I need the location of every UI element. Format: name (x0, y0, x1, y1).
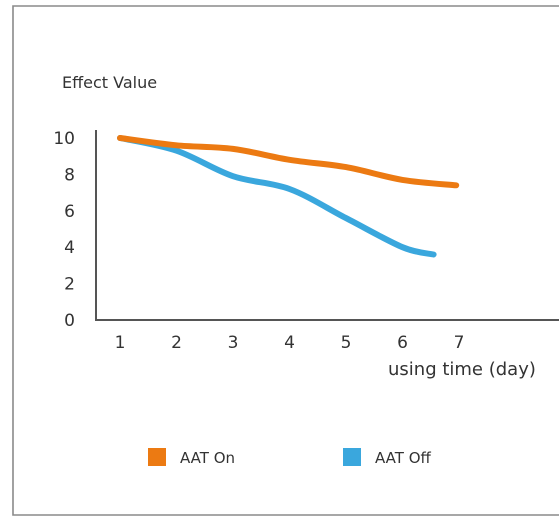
x-tick-label: 4 (284, 333, 295, 353)
y-tick-label: 10 (53, 129, 75, 149)
x-tick-label: 5 (341, 333, 352, 353)
series-lines (117, 135, 460, 258)
legend-label-aat-off: AAT Off (375, 449, 432, 467)
y-tick-label: 6 (64, 202, 75, 222)
legend-swatch-aat-on (148, 448, 166, 466)
legend-swatch-aat-off (343, 448, 361, 466)
y-tick-label: 8 (64, 165, 75, 185)
y-axis-label: Effect Value (62, 73, 157, 92)
y-tick-label: 0 (64, 311, 75, 331)
legend: AAT On AAT Off (148, 448, 432, 467)
y-tick-labels: 0 2 4 6 8 10 (53, 129, 75, 331)
x-tick-label: 2 (171, 333, 182, 353)
series-line-aat-off (117, 135, 437, 258)
y-tick-label: 4 (64, 238, 75, 258)
x-tick-label: 6 (397, 333, 408, 353)
frame-border (12, 5, 559, 516)
series-line-aat-on (117, 135, 460, 189)
x-tick-label: 1 (115, 333, 126, 353)
x-tick-label: 7 (454, 333, 465, 353)
x-tick-label: 3 (228, 333, 239, 353)
x-axis-label: using time (day) (388, 359, 536, 380)
x-tick-labels: 1 2 3 4 5 6 7 (115, 333, 465, 353)
legend-label-aat-on: AAT On (180, 449, 235, 467)
y-tick-label: 2 (64, 275, 75, 295)
